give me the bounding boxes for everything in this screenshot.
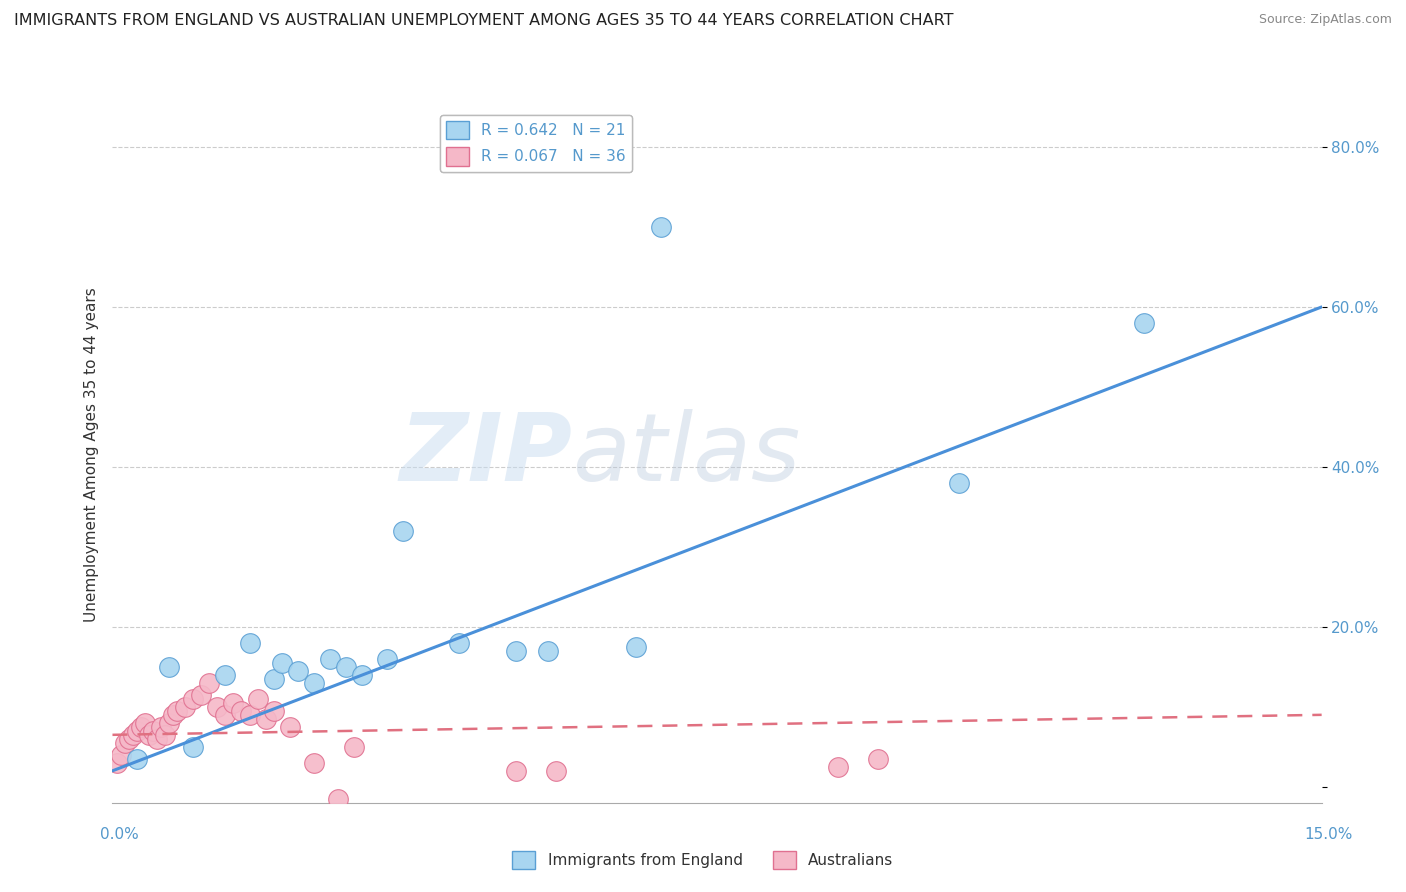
Point	[246, 691, 269, 706]
Point	[190, 688, 212, 702]
Point	[231, 704, 253, 718]
Text: 0.0%: 0.0%	[100, 827, 139, 841]
Point	[207, 699, 229, 714]
Point	[117, 731, 139, 746]
Point	[129, 720, 152, 734]
Point	[181, 739, 204, 754]
Point	[110, 747, 132, 762]
Point	[302, 756, 325, 770]
Point	[263, 672, 285, 686]
Point	[375, 652, 398, 666]
Point	[166, 704, 188, 718]
Point	[238, 636, 260, 650]
Point	[335, 660, 357, 674]
Point	[238, 707, 260, 722]
Point	[138, 728, 160, 742]
Point	[142, 723, 165, 738]
Legend: Immigrants from England, Australians: Immigrants from England, Australians	[506, 845, 900, 875]
Y-axis label: Unemployment Among Ages 35 to 44 years: Unemployment Among Ages 35 to 44 years	[83, 287, 98, 623]
Point	[149, 720, 172, 734]
Point	[198, 676, 221, 690]
Point	[278, 720, 301, 734]
Point	[174, 699, 197, 714]
Point	[105, 756, 128, 770]
Point	[222, 696, 245, 710]
Point	[162, 707, 184, 722]
Point	[146, 731, 169, 746]
Point	[650, 219, 672, 234]
Point	[125, 723, 148, 738]
Point	[948, 475, 970, 490]
Legend: R = 0.642   N = 21, R = 0.067   N = 36: R = 0.642 N = 21, R = 0.067 N = 36	[440, 115, 631, 172]
Point	[121, 728, 143, 742]
Text: Source: ZipAtlas.com: Source: ZipAtlas.com	[1258, 13, 1392, 27]
Text: IMMIGRANTS FROM ENGLAND VS AUSTRALIAN UNEMPLOYMENT AMONG AGES 35 TO 44 YEARS COR: IMMIGRANTS FROM ENGLAND VS AUSTRALIAN UN…	[14, 13, 953, 29]
Point	[626, 640, 648, 654]
Point	[214, 668, 236, 682]
Point	[134, 715, 156, 730]
Text: ZIP: ZIP	[399, 409, 572, 501]
Point	[302, 676, 325, 690]
Point	[827, 760, 849, 774]
Point	[114, 736, 136, 750]
Point	[391, 524, 413, 538]
Point	[125, 752, 148, 766]
Point	[181, 691, 204, 706]
Point	[263, 704, 285, 718]
Point	[328, 792, 350, 806]
Point	[537, 644, 560, 658]
Point	[319, 652, 342, 666]
Point	[153, 728, 176, 742]
Point	[352, 668, 374, 682]
Point	[254, 712, 277, 726]
Point	[449, 636, 471, 650]
Point	[343, 739, 366, 754]
Point	[505, 644, 527, 658]
Point	[1133, 316, 1156, 330]
Point	[270, 656, 292, 670]
Point	[544, 764, 567, 778]
Text: atlas: atlas	[572, 409, 800, 500]
Point	[214, 707, 236, 722]
Point	[157, 660, 180, 674]
Point	[868, 752, 890, 766]
Text: 15.0%: 15.0%	[1305, 827, 1353, 841]
Point	[287, 664, 309, 678]
Point	[505, 764, 527, 778]
Point	[157, 715, 180, 730]
